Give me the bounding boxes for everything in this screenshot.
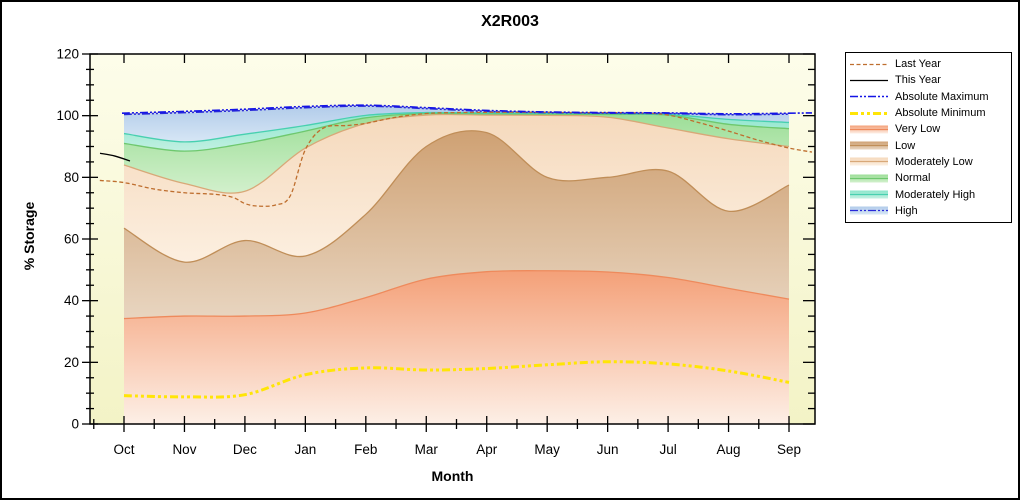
band-moderately-high [124,112,789,152]
band-very-low [124,270,789,424]
axis-ticks [82,53,815,432]
legend-item-this-year: This Year [850,72,1007,88]
legend-label: Moderately Low [895,155,973,168]
legend-label: Very Low [895,123,941,136]
y-tick-label: 60 [64,232,79,247]
legend-label: Moderately High [895,188,976,201]
y-tick-label: 120 [56,47,79,62]
legend-band-swatch [850,141,888,150]
x-tick-label: Aug [717,442,741,457]
legend-line-swatch [850,95,888,98]
legend-label: Absolute Maximum [895,90,989,103]
line-this-year [99,152,131,162]
band-edge-very-low [123,270,790,320]
band-edge-high [123,105,790,116]
legend-item-very-low: Very Low [850,121,1007,137]
y-axis-title: % Storage [21,201,37,271]
legend-item-last-year: Last Year [850,56,1007,72]
band-normal [124,113,789,194]
legend-band-swatch [850,157,888,166]
legend-label: High [895,204,918,217]
line-absolute-maximum [121,104,812,115]
legend-item-absolute-maximum: Absolute Maximum [850,89,1007,105]
legend-band-swatch [850,206,888,215]
y-tick-label: 80 [64,170,79,185]
x-tick-label: May [534,442,560,457]
legend-line-swatch [850,79,888,82]
legend-band-swatch [850,174,888,183]
legend-label: Low [895,139,916,152]
band-edge-moderately-high [123,111,790,143]
legend-item-moderately-low: Moderately Low [850,154,1007,170]
legend: Last Year This Year Absolute Maximum Absolu… [845,52,1012,223]
x-tick-label: Jan [294,442,316,457]
x-axis-title: Month [431,468,474,484]
x-tick-label: Sep [777,442,801,457]
x-tick-label: Jun [597,442,619,457]
band-edge-moderately-low [123,113,790,194]
line-last-year [99,111,813,207]
band-low [124,130,789,319]
legend-band-swatch [850,125,888,134]
chart-lines [99,104,813,399]
legend-band-swatch [850,190,888,199]
legend-line-swatch [850,111,888,115]
legend-label: This Year [895,74,941,87]
band-high [124,106,789,142]
x-tick-label: Jul [659,442,676,457]
y-tick-label: 100 [56,108,79,123]
y-tick-label: 20 [64,355,79,370]
legend-item-absolute-minimum: Absolute Minimum [850,105,1007,121]
axis-tick-labels: 0 20 40 60 80 100 120 Oct Nov Dec Jan Feb Mar Apr May J… [56,47,801,458]
legend-item-normal: Normal [850,170,1007,186]
band-edge-low [123,130,790,263]
legend-item-low: Low [850,137,1007,153]
y-tick-label: 40 [64,293,79,308]
x-tick-label: Apr [476,442,498,457]
x-tick-label: Nov [172,442,196,457]
line-absolute-minimum [123,360,790,399]
band-moderately-low [124,114,789,263]
legend-label: Last Year [895,58,941,71]
legend-item-moderately-high: Moderately High [850,186,1007,202]
chart-bands [124,106,789,424]
chart-title: X2R003 [481,13,539,30]
x-tick-label: Mar [415,442,439,457]
x-tick-label: Oct [113,442,134,457]
x-tick-label: Dec [233,442,257,457]
y-tick-label: 0 [71,417,79,432]
legend-line-swatch [850,63,888,65]
legend-item-high: High [850,203,1007,219]
legend-label: Normal [895,172,931,185]
legend-label: Absolute Minimum [895,107,986,120]
x-tick-label: Feb [354,442,377,457]
